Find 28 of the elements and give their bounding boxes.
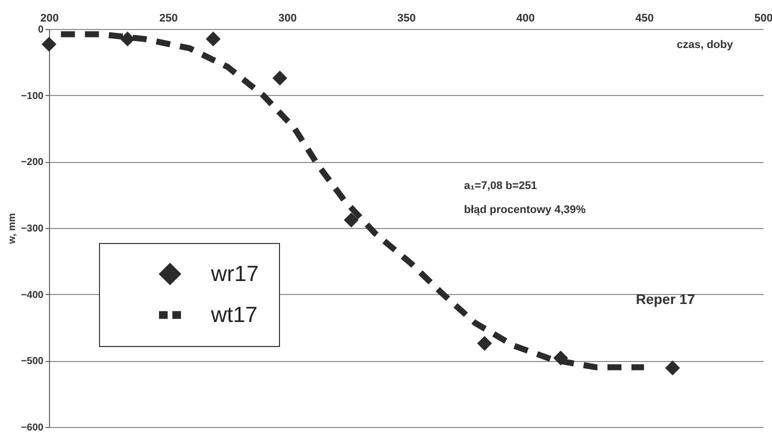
y-tick-label: −400 xyxy=(20,290,44,301)
x-tick-label: 350 xyxy=(397,12,416,24)
point xyxy=(42,36,56,52)
y-tick-label: −300 xyxy=(20,224,44,234)
legend-label: wr17 xyxy=(210,261,259,286)
point xyxy=(665,360,680,376)
y-axis-title: w, mm xyxy=(6,213,18,245)
point xyxy=(272,70,288,86)
point xyxy=(477,336,492,351)
x-axis-title: czas, doby xyxy=(676,39,734,51)
x-tick-label: 300 xyxy=(278,12,297,24)
y-tick-label: −200 xyxy=(20,157,44,168)
point xyxy=(344,212,359,228)
point xyxy=(120,32,135,46)
x-tick-label: 250 xyxy=(159,12,178,24)
point xyxy=(206,32,221,46)
y-tick-label: 0 xyxy=(38,24,44,36)
y-tick-label: −500 xyxy=(20,356,44,368)
annotation: a₁=7,08 b=251 xyxy=(464,180,538,192)
x-tick-label: 450 xyxy=(635,12,654,24)
y-tick-label: −100 xyxy=(20,90,44,102)
x-tick-label: 200 xyxy=(40,12,59,24)
annotation: błąd procentowy 4,39% xyxy=(464,204,586,216)
annotation: Reper 17 xyxy=(636,291,696,307)
x-tick-label: 400 xyxy=(516,12,535,24)
legend-label: wt17 xyxy=(210,302,258,327)
x-tick-label: 500 xyxy=(754,12,772,24)
y-tick-label: −600 xyxy=(20,422,44,434)
